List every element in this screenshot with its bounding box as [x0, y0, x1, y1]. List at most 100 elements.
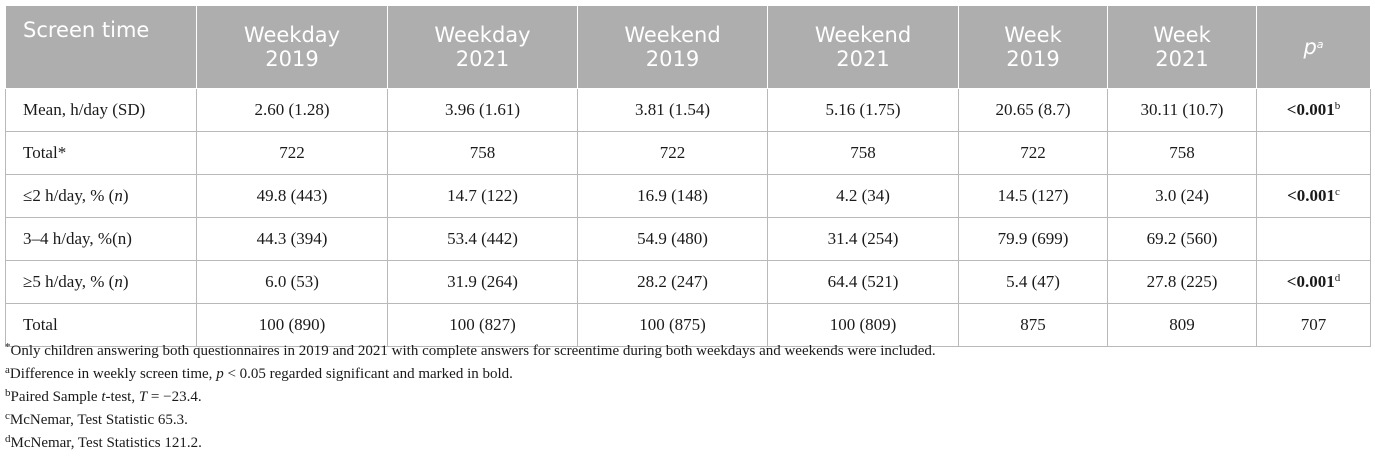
p-value-cell: <0.001b — [1256, 88, 1371, 132]
header-p-sup: a — [1316, 38, 1324, 51]
table-row: Total 100 (890) 100 (827) 100 (875) 100 (809… — [5, 303, 1371, 347]
screen-time-table: Screen time Weekday 2019 Weekday 2021 Week… — [5, 5, 1371, 347]
table-cell: 758 — [387, 131, 578, 175]
header-line2: 2021 — [836, 47, 890, 71]
table-cell: 27.8 (225) — [1107, 260, 1257, 304]
table-cell: 28.2 (247) — [577, 260, 768, 304]
footnote-mark: d — [5, 433, 11, 445]
table-cell: 2.60 (1.28) — [196, 88, 388, 132]
table-row: ≤2 h/day, % (n) 49.8 (443) 14.7 (122) 16.9 … — [5, 174, 1371, 218]
header-line1: Weekday — [434, 23, 531, 47]
footnote-mark: * — [5, 341, 11, 353]
screen-time-table-container: Screen time Weekday 2019 Weekday 2021 Week… — [5, 5, 1371, 347]
header-line2: 2019 — [265, 47, 319, 71]
header-line1: Weekend — [624, 23, 721, 47]
table-cell: 31.4 (254) — [767, 217, 959, 261]
footnote: *Only children answering both questionna… — [5, 340, 936, 363]
row-label: 3–4 h/day, %(n) — [5, 217, 197, 261]
p-value-cell — [1256, 217, 1371, 261]
header-weekday-2021: Weekday 2021 — [387, 5, 578, 89]
table-cell: 20.65 (8.7) — [958, 88, 1108, 132]
table-cell: 30.11 (10.7) — [1107, 88, 1257, 132]
header-p-label: p — [1303, 35, 1317, 59]
table-cell: 16.9 (148) — [577, 174, 768, 218]
p-value-cell: <0.001c — [1256, 174, 1371, 218]
row-label: ≥5 h/day, % (n) — [5, 260, 197, 304]
row-label-prefix: ≥5 h/day, % ( — [23, 272, 115, 291]
table-row: ≥5 h/day, % (n) 6.0 (53) 31.9 (264) 28.2 (2… — [5, 260, 1371, 304]
table-cell: 14.5 (127) — [958, 174, 1108, 218]
table-cell: 6.0 (53) — [196, 260, 388, 304]
table-cell: 722 — [196, 131, 388, 175]
row-label-suffix: ) — [122, 272, 129, 291]
header-line1: Weekend — [814, 23, 912, 47]
header-week-2021: Week 2021 — [1107, 5, 1257, 89]
table-cell: 49.8 (443) — [196, 174, 388, 218]
header-weekend-2021: Weekend 2021 — [767, 5, 959, 89]
row-label-suffix: ) — [122, 186, 129, 205]
row-label: ≤2 h/day, % (n) — [5, 174, 197, 218]
footnote-text: Difference in weekly screen time, — [9, 366, 217, 382]
footnote-text: Only children answering both questionnai… — [10, 343, 936, 359]
table-cell: 5.4 (47) — [958, 260, 1108, 304]
p-value-cell: 707 — [1256, 303, 1371, 347]
table-row: 3–4 h/day, %(n) 44.3 (394) 53.4 (442) 54.9 … — [5, 217, 1371, 261]
table-cell: 14.7 (122) — [387, 174, 578, 218]
table-cell: 53.4 (442) — [387, 217, 578, 261]
header-line2: 2021 — [455, 47, 510, 71]
footnote-text: McNemar, Test Statistics 121.2. — [10, 435, 202, 451]
header-screen-time: Screen time — [5, 5, 197, 89]
header-weekday-2019: Weekday 2019 — [196, 5, 388, 89]
row-label-italic: n — [114, 272, 123, 291]
p-value-sup: b — [1334, 100, 1341, 112]
header-line1: Week — [1004, 23, 1062, 47]
table-row: Mean, h/day (SD) 2.60 (1.28) 3.96 (1.61) 3.… — [5, 88, 1371, 132]
header-line2: 2019 — [645, 47, 700, 71]
footnote-italic: p — [216, 366, 224, 382]
p-value-cell: <0.001d — [1256, 260, 1371, 304]
footnote-mark: b — [5, 387, 11, 399]
footnote-mark: a — [5, 364, 10, 376]
header-line2: 2021 — [1155, 47, 1209, 71]
header-label: Screen time — [23, 18, 150, 42]
table-cell: 3.96 (1.61) — [387, 88, 578, 132]
header-p-value: pa — [1256, 5, 1371, 89]
header-row: Screen time Weekday 2019 Weekday 2021 Week… — [5, 5, 1371, 89]
table-cell: 722 — [958, 131, 1108, 175]
p-value-cell — [1256, 131, 1371, 175]
table-cell: 54.9 (480) — [577, 217, 768, 261]
footnote: cMcNemar, Test Statistic 65.3. — [5, 409, 936, 432]
table-cell: 64.4 (521) — [767, 260, 959, 304]
row-label-prefix: ≤2 h/day, % ( — [23, 186, 115, 205]
footnote-text: McNemar, Test Statistic 65.3. — [9, 412, 188, 428]
header-line1: Weekday — [243, 23, 341, 47]
table-cell: 758 — [767, 131, 959, 175]
row-label: Total* — [5, 131, 197, 175]
table-cell: 809 — [1107, 303, 1257, 347]
header-week-2019: Week 2019 — [958, 5, 1108, 89]
table-cell: 100 (890) — [196, 303, 388, 347]
header-line2: 2019 — [1006, 47, 1060, 71]
footnote-text: Paired Sample — [10, 389, 102, 405]
footnote-mark: c — [5, 410, 10, 422]
row-label-italic: n — [114, 186, 123, 205]
header-line1: Week — [1153, 23, 1211, 47]
footnote-text: -test, — [105, 389, 139, 405]
p-value-sup: c — [1335, 186, 1340, 198]
row-label: Total — [5, 303, 197, 347]
table-cell: 758 — [1107, 131, 1257, 175]
table-cell: 722 — [577, 131, 768, 175]
p-value: <0.001 — [1287, 186, 1336, 205]
footnote: aDifference in weekly screen time, p < 0… — [5, 363, 936, 386]
table-cell: 875 — [958, 303, 1108, 347]
footnote-text: < 0.05 regarded significant and marked i… — [223, 366, 513, 382]
footnote: dMcNemar, Test Statistics 121.2. — [5, 432, 936, 455]
p-value: <0.001 — [1286, 272, 1335, 291]
table-cell: 3.0 (24) — [1107, 174, 1257, 218]
footnote-text: = −23.4. — [147, 389, 202, 405]
row-label: Mean, h/day (SD) — [5, 88, 197, 132]
p-value: 707 — [1300, 315, 1327, 334]
header-weekend-2019: Weekend 2019 — [577, 5, 768, 89]
footnote: bPaired Sample t-test, T = −23.4. — [5, 386, 936, 409]
p-value: <0.001 — [1286, 100, 1335, 119]
